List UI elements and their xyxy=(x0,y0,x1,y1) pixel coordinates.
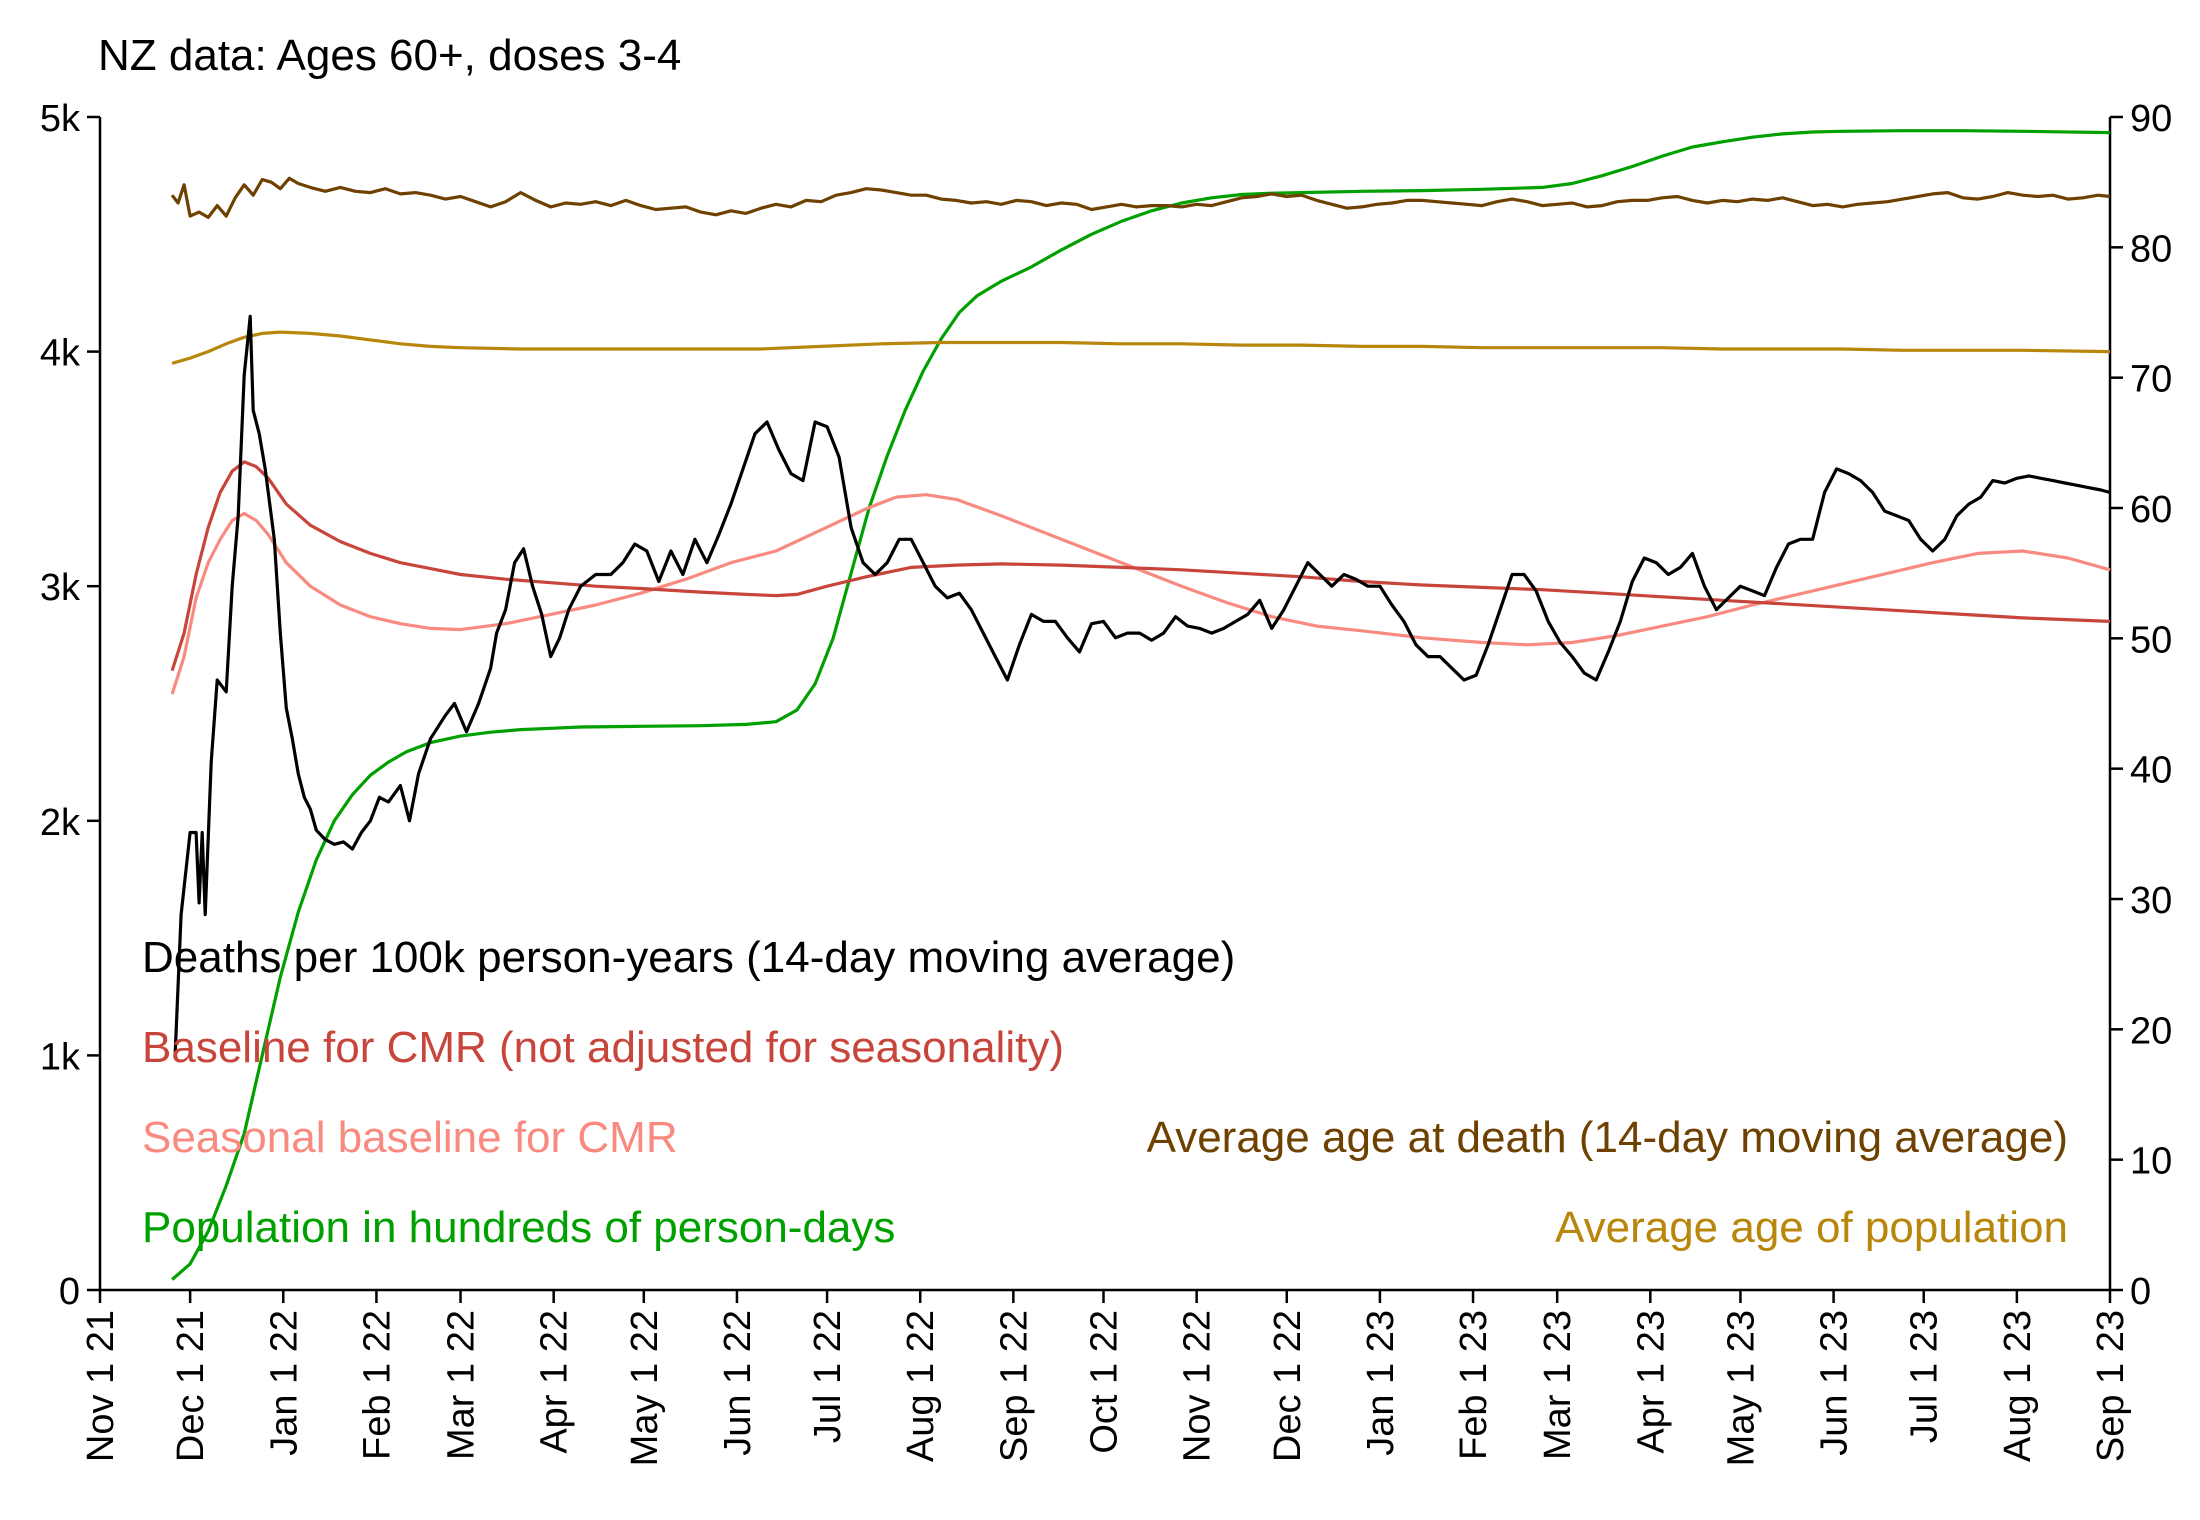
legend-seasonal: Seasonal baseline for CMR xyxy=(142,1113,678,1162)
y-right-tick-label: 10 xyxy=(2130,1141,2172,1183)
x-tick-label: Oct 1 22 xyxy=(1083,1310,1125,1454)
y-right-tick-label: 30 xyxy=(2130,880,2172,922)
legend-baseline: Baseline for CMR (not adjusted for seaso… xyxy=(142,1023,1064,1072)
x-tick-label: Aug 1 23 xyxy=(1997,1310,2039,1462)
series-age_death-line xyxy=(170,176,2111,219)
x-tick-label: May 1 22 xyxy=(624,1310,666,1466)
legend-population: Population in hundreds of person-days xyxy=(142,1203,895,1252)
x-tick-label: Jun 1 23 xyxy=(1814,1310,1856,1456)
y-left-tick-label: 2k xyxy=(40,802,81,844)
x-tick-label: Aug 1 22 xyxy=(900,1310,942,1462)
x-tick-label: May 1 23 xyxy=(1720,1310,1762,1466)
x-tick-label: Jul 1 23 xyxy=(1904,1310,1946,1443)
series-cmr-line xyxy=(173,314,2111,1056)
series-age_pop-line xyxy=(171,330,2111,365)
x-tick-label: Apr 1 22 xyxy=(534,1310,576,1454)
legend-age_pop: Average age of population xyxy=(1555,1203,2068,1252)
y-right-tick-label: 80 xyxy=(2130,228,2172,270)
y-right-tick-label: 20 xyxy=(2130,1010,2172,1052)
x-tick-label: Sep 1 22 xyxy=(993,1310,1035,1462)
y-right-tick-label: 90 xyxy=(2130,98,2172,140)
x-tick-label: Mar 1 23 xyxy=(1537,1310,1579,1460)
y-right-tick-label: 50 xyxy=(2130,619,2172,661)
y-right-tick-label: 60 xyxy=(2130,489,2172,531)
y-right-tick-label: 40 xyxy=(2130,750,2172,792)
x-tick-label: Jul 1 22 xyxy=(807,1310,849,1443)
y-left-tick-label: 0 xyxy=(59,1271,80,1313)
y-left-tick-label: 1k xyxy=(40,1036,81,1078)
axes: 0 1k 2k 3k 4k 5k 0 10 20 30 40 50 60 70 80 90 Nov 1 21 De… xyxy=(40,98,2172,1466)
x-tick-label: Nov 1 22 xyxy=(1177,1310,1219,1462)
x-tick-label: Jan 1 23 xyxy=(1360,1310,1402,1456)
y-left-tick-label: 3k xyxy=(40,567,81,609)
series-baseline-line xyxy=(170,460,2111,672)
series-population-line xyxy=(171,129,2111,1281)
legend-age_death: Average age at death (14-day moving aver… xyxy=(1147,1113,2068,1162)
x-tick-label: Dec 1 21 xyxy=(170,1310,212,1462)
x-tick-label: Feb 1 22 xyxy=(356,1310,398,1460)
series-seasonal-line xyxy=(170,493,2111,695)
legend: Deaths per 100k person-years (14-day mov… xyxy=(142,933,2068,1252)
x-tick-label: Jun 1 22 xyxy=(717,1310,759,1456)
x-tick-label: Jan 1 22 xyxy=(263,1310,305,1456)
series-layer xyxy=(170,129,2111,1281)
x-tick-label: Apr 1 23 xyxy=(1630,1310,1672,1454)
chart-title: NZ data: Ages 60+, doses 3-4 xyxy=(98,31,681,80)
x-tick-label: Feb 1 23 xyxy=(1453,1310,1495,1460)
x-tick-label: Nov 1 21 xyxy=(80,1310,122,1462)
y-right-tick-label: 70 xyxy=(2130,359,2172,401)
x-tick-label: Mar 1 22 xyxy=(441,1310,483,1460)
legend-cmr: Deaths per 100k person-years (14-day mov… xyxy=(142,933,1235,982)
y-right-tick-label: 0 xyxy=(2130,1271,2151,1313)
y-left-tick-label: 4k xyxy=(40,333,81,375)
x-tick-label: Sep 1 23 xyxy=(2090,1310,2132,1462)
y-left-tick-label: 5k xyxy=(40,98,81,140)
x-tick-label: Dec 1 22 xyxy=(1267,1310,1309,1462)
